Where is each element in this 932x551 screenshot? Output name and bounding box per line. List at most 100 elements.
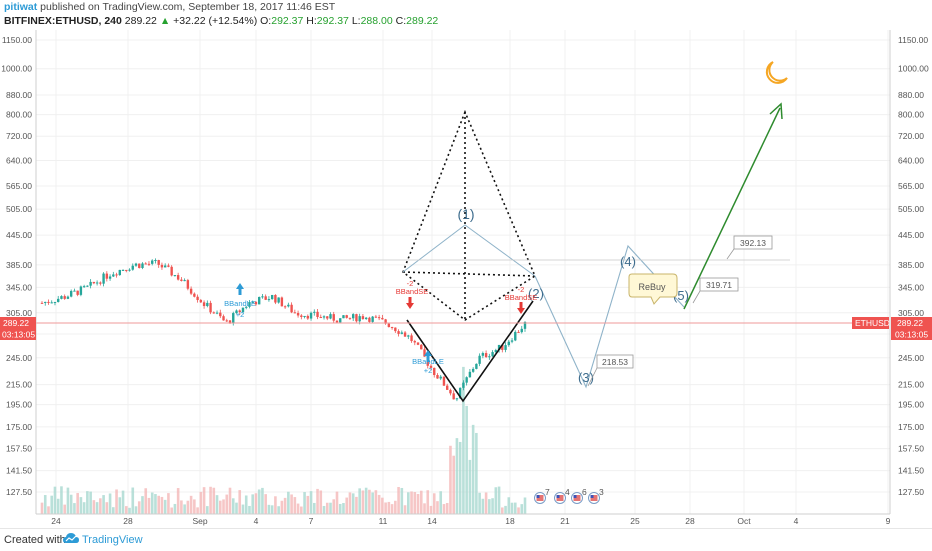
y-tick-left: 175.00 [6, 422, 32, 432]
candle-body [193, 293, 196, 297]
volume-bar [40, 502, 44, 514]
candle-body [60, 296, 63, 299]
candle-body [335, 320, 339, 323]
candle-body [300, 315, 303, 317]
bband-le-2-label: BBandLE [412, 357, 444, 366]
drawings-layer [36, 61, 890, 403]
volume-bar [481, 498, 485, 514]
candle-body [105, 273, 109, 279]
y-tick-left: 157.50 [6, 444, 32, 454]
wave-2-label: (2) [528, 286, 544, 301]
volume-bar [56, 498, 60, 514]
volume-bar [478, 492, 481, 514]
volume-bar [338, 503, 342, 514]
y-tick-right: 640.00 [898, 155, 924, 165]
candle-body [319, 317, 322, 319]
volume-bar [290, 494, 293, 514]
candle-body [446, 385, 449, 390]
volume-bar [50, 495, 54, 514]
event-count: 7 [545, 487, 550, 497]
volume-bar [442, 504, 446, 514]
annotation-labels: (1) (2) (3) (4) (5) ReBuy 218.53 319.71 … [224, 206, 773, 387]
economic-event-flag-icon[interactable]: 6 [571, 487, 588, 504]
tradingview-brand-link[interactable]: TradingView [82, 534, 143, 546]
economic-event-flag-icon[interactable]: 3 [588, 487, 605, 504]
candle-body [102, 273, 105, 284]
candle-body [199, 300, 203, 303]
volume-bar [186, 500, 190, 514]
volume-bar [121, 490, 125, 514]
volume-bar [384, 502, 387, 514]
volume-bar [131, 487, 135, 514]
volume-bar [53, 486, 57, 514]
bband-se-1-label: BBandSE [396, 287, 429, 296]
volume-bar [254, 493, 258, 514]
candle-body [215, 312, 219, 314]
volume-bar [429, 505, 433, 514]
volume-bar [154, 494, 157, 514]
candle-body [186, 280, 190, 289]
rebuy-callout[interactable] [628, 273, 678, 305]
volume-bar [112, 507, 115, 514]
volume-bar [371, 492, 374, 514]
y-tick-left: 445.00 [6, 230, 32, 240]
candle-body [134, 263, 138, 266]
price-change: +32.22 (+12.54%) [173, 15, 258, 27]
candle-body [202, 302, 206, 307]
volume-bar [180, 500, 183, 514]
candle-body [329, 314, 332, 319]
last-price: 289.22 [124, 15, 157, 27]
volume-bar [381, 497, 384, 514]
volume-bar [390, 504, 394, 514]
wave-3-label: (3) [578, 370, 594, 385]
price-chart[interactable]: (1) (2) (3) (4) (5) ReBuy 218.53 319.71 … [0, 30, 932, 528]
volume-bar [501, 507, 504, 514]
low-value: 288.00 [360, 15, 393, 27]
candle-body [377, 317, 381, 319]
y-tick-right: 565.00 [898, 181, 924, 191]
target-392-box[interactable] [733, 235, 773, 250]
candle-body [283, 306, 287, 308]
volume-bar [300, 506, 303, 514]
candle-body [118, 269, 121, 276]
volume-bar [163, 499, 167, 514]
volume-bars [40, 366, 527, 514]
economic-event-flag-icon[interactable]: 4 [554, 487, 571, 504]
author-name[interactable]: pitiwat [4, 1, 38, 13]
event-count: 3 [599, 487, 604, 497]
candle-body [131, 265, 134, 270]
candle-body [484, 353, 488, 358]
candle-body [449, 389, 452, 394]
candle-body [326, 316, 329, 319]
x-tick-label: 24 [51, 516, 61, 526]
time-axis-ticks[interactable]: 24 28 Sep 4 7 11 14 18 21 25 28 Oct 4 9 [51, 516, 890, 526]
candle-body [397, 331, 400, 334]
candle-body [322, 316, 326, 318]
candle-body [309, 312, 313, 319]
candle-body [296, 312, 300, 316]
volume-bar [475, 432, 478, 514]
candle-body [53, 301, 57, 303]
candle-body [44, 301, 47, 303]
bband-se-2-num: -2 [518, 285, 525, 294]
candle-body [332, 314, 335, 321]
eth-logo-bottom-v [406, 300, 534, 403]
candle-body [257, 297, 261, 305]
volume-bar [118, 497, 122, 514]
low-label: L: [351, 15, 361, 27]
economic-events[interactable]: 7 4 6 3 [534, 487, 605, 504]
candle-body [413, 341, 416, 343]
target-218-box[interactable] [596, 354, 634, 369]
volume-bar [248, 505, 251, 514]
candle-body [86, 285, 89, 287]
y-tick-right: 1150.00 [898, 35, 928, 45]
y-tick-left: 195.00 [6, 400, 32, 410]
eth-logo-mid-line [402, 271, 536, 277]
volume-bar [449, 445, 452, 514]
target-319-box[interactable] [699, 277, 739, 292]
y-tick-right: 385.00 [898, 260, 924, 270]
volume-bar [176, 488, 180, 514]
bband-se-2-label: BBandSE [505, 293, 538, 302]
volume-bar [361, 490, 365, 514]
economic-event-flag-icon[interactable]: 7 [534, 487, 551, 504]
